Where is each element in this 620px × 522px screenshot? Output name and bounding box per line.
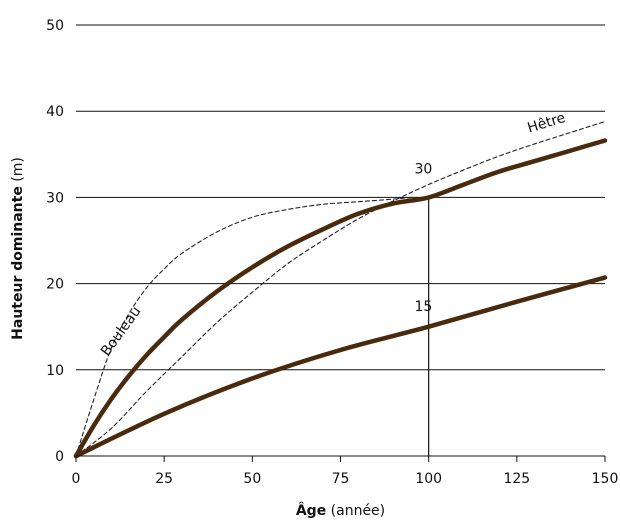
series-layer xyxy=(73,120,608,459)
series-line-Hêtre xyxy=(75,120,606,457)
x-tick-label-100: 100 xyxy=(415,471,442,487)
x-tick-label-0: 0 xyxy=(72,471,81,487)
x-axis-title-bold: Âge xyxy=(296,502,326,519)
y-tick-label-50: 50 xyxy=(46,18,64,34)
series-line-15 xyxy=(73,275,608,459)
x-tick-label-150: 150 xyxy=(592,471,619,487)
y-tick-label-40: 40 xyxy=(46,104,64,120)
y-axis-title-bold: Hauteur dominante xyxy=(10,186,26,340)
y-tick-label-20: 20 xyxy=(46,277,64,293)
y-tick-label-10: 10 xyxy=(46,363,64,379)
series-line-30 xyxy=(73,138,608,459)
curve-label-bouleau: Bouleau xyxy=(98,304,144,360)
x-tick-labels: 0 25 50 75 100 125 150 xyxy=(72,456,619,487)
x-tick-label-50: 50 xyxy=(243,471,261,487)
y-tick-label-0: 0 xyxy=(55,449,64,465)
x-axis-title: Âge (année) xyxy=(296,502,385,519)
curve-label-30: 30 xyxy=(414,161,432,177)
curve-label-hetre: Hêtre xyxy=(526,110,568,137)
y-axis-title-unit: (m) xyxy=(10,157,26,186)
y-axis-title: Hauteur dominante (m) xyxy=(10,157,26,340)
y-tick-label-30: 30 xyxy=(46,190,64,206)
x-tick-label-125: 125 xyxy=(503,471,530,487)
x-axis-title-unit: (année) xyxy=(326,503,385,519)
curve-label-15: 15 xyxy=(414,299,432,315)
x-tick-label-75: 75 xyxy=(332,471,350,487)
x-tick-label-25: 25 xyxy=(155,471,173,487)
y-tick-labels: 0 10 20 30 40 50 xyxy=(46,18,64,465)
grid-lines xyxy=(76,24,605,371)
series-line-Bouleau xyxy=(75,196,412,457)
